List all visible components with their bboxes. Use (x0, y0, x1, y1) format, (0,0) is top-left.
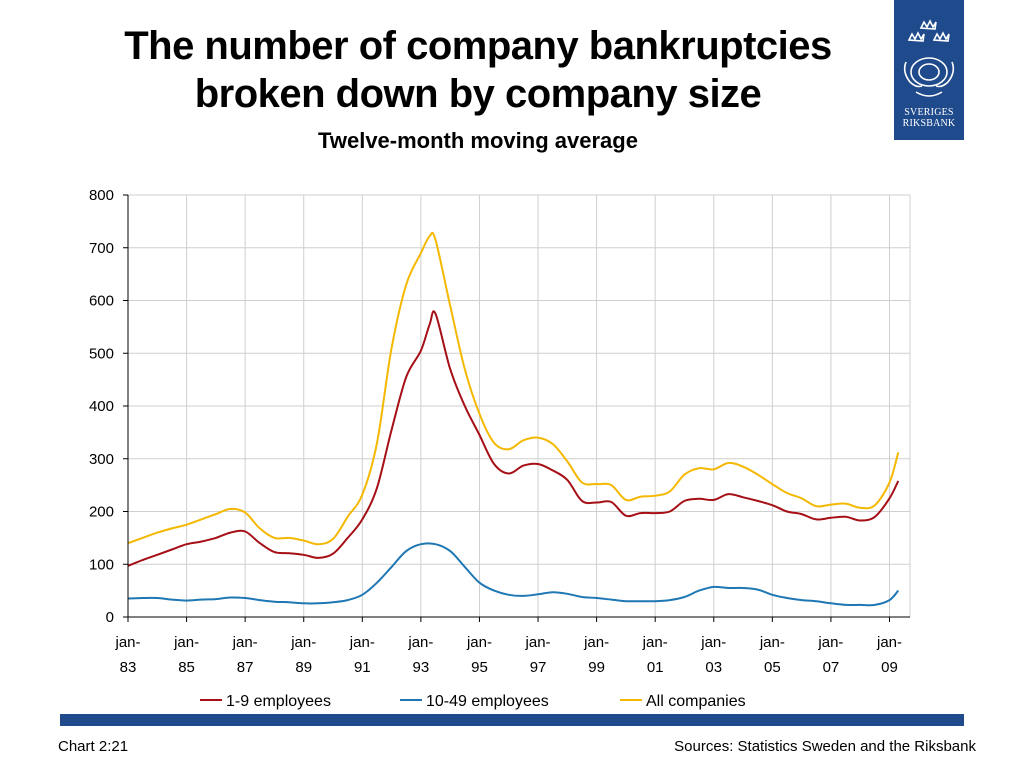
chart-series (127, 231, 900, 607)
y-tick-label: 200 (89, 504, 114, 521)
x-tick-label: jan-83 (114, 634, 140, 676)
x-tick-label: jan-99 (583, 634, 609, 676)
x-tick-label: jan-89 (290, 634, 316, 676)
y-tick-label: 600 (89, 293, 114, 310)
x-tick-label: jan-95 (466, 634, 492, 676)
x-tick-label: jan-93 (407, 634, 433, 676)
series-line-1-9-employees (127, 310, 900, 567)
x-tick-label: jan-09 (876, 634, 902, 676)
x-tick-label: jan-05 (759, 634, 785, 676)
x-tick-label: jan-91 (349, 634, 375, 676)
y-tick-label: 100 (89, 556, 114, 573)
x-tick-label: jan-97 (525, 634, 551, 676)
x-tick-label: jan-87 (232, 634, 258, 676)
chart-grid (127, 194, 911, 618)
x-tick-label: jan-01 (642, 634, 668, 676)
title-line-1: The number of company bankruptcies (124, 24, 832, 68)
chart-legend: 1-9 employees 10-49 employees All companie… (200, 693, 746, 710)
logo-text-line-1: SVERIGES (904, 107, 954, 118)
chart-axes: 0 100 200 300 400 500 600 700 800 jan-83 jan-85 jan… (89, 187, 910, 676)
legend-label-1-9-employees: 1-9 employees (226, 693, 331, 710)
logo-text-line-2: RIKSBANK (902, 118, 956, 129)
series-line-all-companies (127, 231, 900, 546)
page-subtitle: Twelve-month moving average (318, 128, 638, 153)
chart-number: Chart 2:21 (58, 738, 129, 755)
title-line-2: broken down by company size (194, 72, 762, 116)
x-tick-label: jan-85 (173, 634, 199, 676)
riksbank-logo: SVERIGES RIKSBANK (894, 0, 964, 140)
legend-label-all-companies: All companies (646, 693, 746, 710)
y-tick-label: 0 (106, 609, 114, 626)
series-line-10-49-employees (127, 542, 900, 607)
y-tick-label: 400 (89, 398, 114, 415)
bankruptcies-line-chart: 0 100 200 300 400 500 600 700 800 jan-83 jan-85 jan… (89, 187, 911, 710)
crown-emblem-icon (903, 19, 955, 97)
y-tick-label: 300 (89, 451, 114, 468)
y-tick-label: 700 (89, 240, 114, 257)
y-tick-label: 800 (89, 187, 114, 204)
x-tick-label: jan-07 (817, 634, 843, 676)
footer-rule (60, 714, 964, 726)
legend-label-10-49-employees: 10-49 employees (426, 693, 549, 710)
y-tick-label: 500 (89, 345, 114, 362)
chart-sources: Sources: Statistics Sweden and the Riksb… (674, 738, 976, 755)
x-tick-label: jan-03 (700, 634, 726, 676)
page-title: The number of company bankruptcies broke… (0, 22, 956, 118)
